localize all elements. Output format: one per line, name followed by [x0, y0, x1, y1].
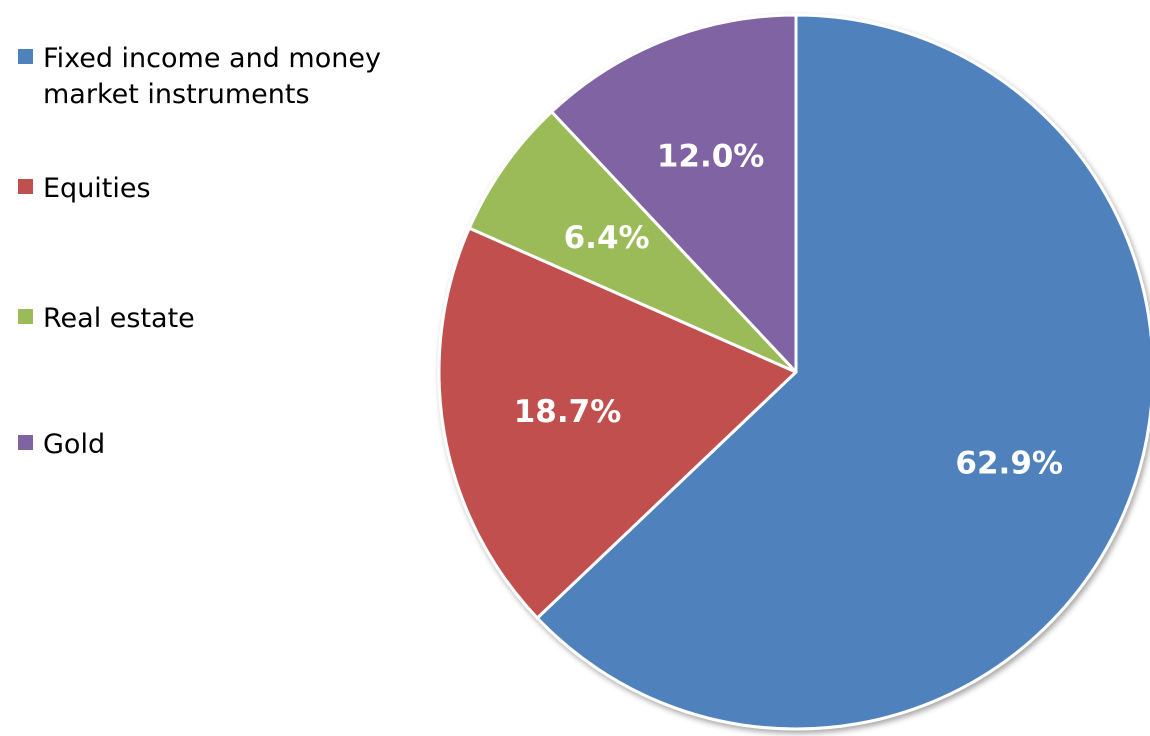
pie-slice-gold	[550, 13, 798, 374]
legend-item-equities: Equities	[18, 171, 443, 207]
legend-label-gold: Gold	[43, 429, 106, 460]
data-label-equities: 18.7%	[514, 394, 622, 430]
pie-slice-fixed-income	[535, 13, 1150, 731]
data-label-gold: 12.0%	[657, 138, 765, 174]
legend-item-real-estate: Real estate	[18, 301, 443, 337]
pie-slice-real-estate	[467, 110, 798, 374]
legend-label-equities: Equities	[43, 173, 151, 204]
legend-item-fixed-income: Fixed income and money market instrument…	[18, 41, 443, 113]
data-label-fixed-income: 62.9%	[955, 446, 1063, 482]
pie-slice-equities	[437, 226, 798, 620]
legend-swatch-real-estate	[18, 309, 33, 324]
legend-swatch-fixed-income	[18, 49, 33, 64]
legend-swatch-gold	[18, 435, 33, 450]
legend-label-real-estate: Real estate	[43, 303, 195, 334]
data-label-real-estate: 6.4%	[564, 220, 650, 256]
legend-swatch-equities	[18, 179, 33, 194]
legend-label-fixed-income: Fixed income and money market instrument…	[43, 43, 381, 110]
legend-item-gold: Gold	[18, 427, 443, 463]
chart-legend: Fixed income and money market instrument…	[18, 0, 448, 736]
